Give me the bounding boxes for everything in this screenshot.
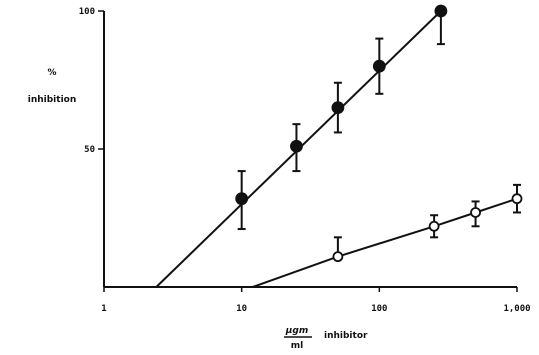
- y-tick-label: 100: [79, 7, 95, 17]
- series-1-point: [331, 101, 345, 114]
- y-tick-label: 50: [84, 145, 95, 155]
- markers: [235, 4, 523, 263]
- x-tick-label: 1,000: [503, 304, 530, 314]
- x-axis-unit-denominator: ml: [291, 341, 303, 351]
- series-2-point: [511, 193, 523, 205]
- x-tick-label: 100: [371, 304, 387, 314]
- x-axis-unit-numerator: μgm: [285, 326, 308, 336]
- axes: [103, 11, 517, 288]
- x-tick-label: 10: [236, 304, 247, 314]
- series-1-point: [235, 192, 249, 206]
- x-axis-label: μgm ml inhibitor: [284, 326, 368, 351]
- series-2-point: [470, 207, 481, 218]
- y-axis-label-inhibition: inhibition: [28, 95, 77, 105]
- y-ticks: 50 100: [79, 7, 104, 155]
- series-2-point: [428, 220, 440, 232]
- series-1-point: [290, 139, 303, 153]
- series-1-point: [434, 4, 448, 18]
- x-axis-label-text: inhibitor: [324, 331, 368, 341]
- x-ticks: 1 10 100 1,000: [101, 287, 531, 314]
- series-2-point: [332, 251, 344, 263]
- y-axis-label-percent: %: [47, 68, 56, 78]
- series-1-point: [372, 59, 386, 73]
- fit-lines: [155, 10, 518, 288]
- x-tick-label: 1: [101, 304, 106, 314]
- error-bars: [237, 11, 521, 257]
